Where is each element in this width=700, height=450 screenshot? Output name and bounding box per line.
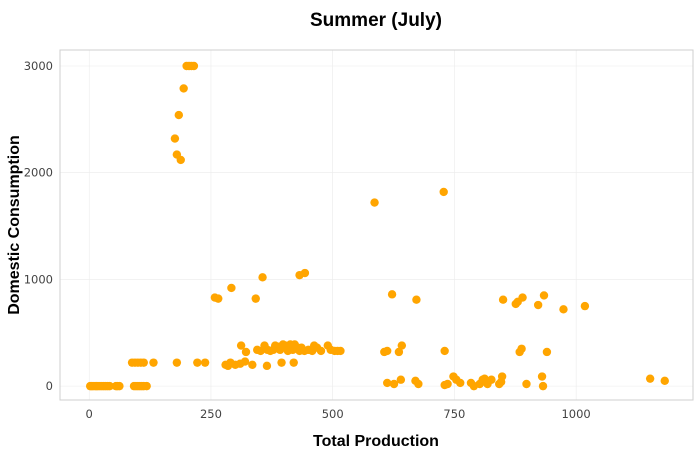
data-point [487, 375, 496, 384]
y-tick-label: 0 [46, 379, 53, 393]
chart-title: Summer (July) [310, 10, 442, 31]
x-tick-label: 250 [200, 407, 222, 421]
data-point [227, 283, 236, 293]
data-point [497, 372, 507, 381]
data-point [189, 61, 199, 71]
data-points [85, 61, 669, 391]
data-point [660, 376, 669, 385]
y-tick-label: 2000 [24, 166, 53, 180]
y-tick-label: 1000 [24, 272, 53, 286]
data-point [240, 357, 250, 366]
data-point [251, 294, 260, 303]
x-tick-label: 500 [322, 407, 344, 421]
data-point [396, 375, 406, 384]
data-point [440, 346, 449, 356]
data-point [115, 381, 124, 391]
data-point [300, 268, 310, 278]
data-point [258, 273, 267, 282]
x-tick-label: 0 [86, 407, 93, 421]
data-point [174, 110, 184, 120]
data-point [248, 360, 257, 369]
data-point [277, 358, 286, 367]
data-point [139, 358, 148, 367]
data-point [645, 374, 655, 383]
data-point [236, 341, 246, 350]
data-point [383, 378, 392, 388]
data-point [387, 290, 397, 299]
x-tick-label: 750 [443, 407, 465, 421]
y-tick-label: 3000 [24, 59, 53, 73]
plot-frame [59, 49, 694, 401]
data-point [262, 361, 272, 371]
data-point [537, 372, 547, 381]
data-point [200, 358, 210, 367]
data-point [456, 378, 465, 388]
data-point [580, 301, 590, 311]
data-point [522, 379, 531, 389]
data-point [533, 300, 543, 310]
data-point [443, 379, 452, 389]
data-point [539, 291, 549, 300]
data-point [518, 293, 527, 302]
data-point [439, 187, 448, 197]
data-point [142, 381, 151, 391]
data-point [241, 347, 251, 357]
grid-layer [60, 50, 693, 400]
data-point [394, 347, 404, 357]
data-point [517, 344, 526, 353]
data-point [370, 198, 379, 207]
data-point [336, 346, 345, 356]
data-point [389, 379, 399, 389]
data-point [383, 346, 392, 356]
data-point [172, 358, 182, 367]
data-point [412, 295, 421, 304]
data-point [559, 305, 568, 314]
x-tick-label: 1000 [561, 407, 590, 421]
data-point [214, 294, 223, 303]
data-point [170, 134, 180, 143]
data-point [316, 346, 326, 356]
data-point [179, 84, 188, 93]
data-point [289, 358, 298, 367]
x-axis-label: Total Production [313, 433, 439, 450]
x-axis-ticks: 0 250 500 750 1000 [86, 407, 591, 421]
y-axis-ticks: 0 1000 2000 3000 [24, 59, 53, 393]
data-point [397, 341, 407, 350]
data-point [542, 347, 552, 357]
data-point [538, 381, 548, 391]
data-point [176, 155, 185, 165]
data-point [414, 379, 423, 389]
data-point [498, 295, 508, 304]
data-point [105, 381, 114, 391]
y-axis-label: Domestic Consumption [6, 135, 23, 315]
data-point [149, 358, 158, 367]
data-point [193, 358, 202, 367]
